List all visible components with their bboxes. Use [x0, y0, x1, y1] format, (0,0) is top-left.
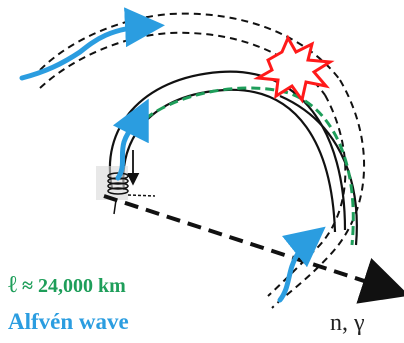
outer-dashed-arc-2 [39, 31, 326, 96]
length-value: ≈ 24,000 km [22, 275, 126, 297]
wave-arrow-left-loop [112, 98, 149, 181]
wave-name-label: Alfvén wave [8, 309, 129, 334]
axis-label: n, γ [330, 310, 365, 336]
loop-length-label: ℓ ≈ 24,000 km [8, 272, 126, 299]
green-dashed-field-line [133, 86, 355, 246]
solid-loop-right [279, 94, 358, 246]
coil-source-icon [96, 166, 156, 215]
outer-dashed-arc-3 [271, 79, 366, 309]
solid-loop-outer [108, 70, 347, 231]
wave-arrow-bottom-right [277, 226, 326, 303]
flare-explosion-star-icon [253, 34, 335, 104]
outer-dashed-arc-4 [267, 94, 347, 297]
outer-dashed-arc-1 [39, 12, 341, 81]
length-symbol: ℓ [8, 272, 17, 298]
wave-arrow-top [19, 7, 165, 81]
density-axis-arrow [103, 194, 404, 304]
